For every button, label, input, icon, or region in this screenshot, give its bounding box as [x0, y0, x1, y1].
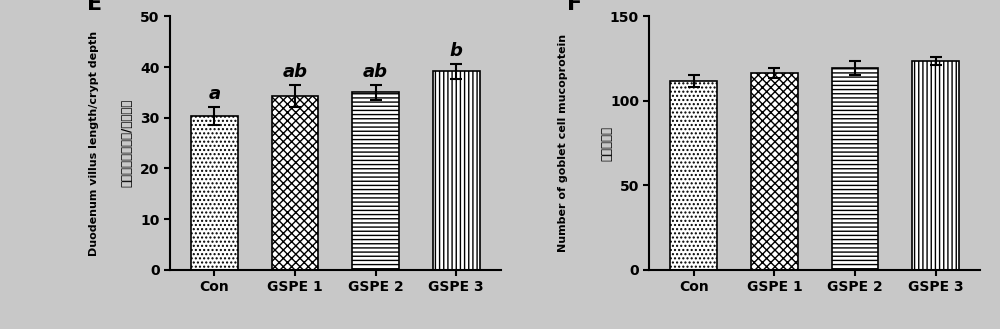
Text: ab: ab [363, 63, 388, 81]
Bar [832, 68, 878, 270]
Bar [912, 61, 959, 270]
Text: 十二指肠结毛长度/隐寒深度: 十二指肠结毛长度/隐寒深度 [121, 99, 134, 187]
Bar [352, 92, 399, 270]
Text: E: E [87, 0, 102, 14]
Bar [272, 96, 318, 270]
Text: F: F [567, 0, 582, 14]
Text: 黏蛋白数量: 黏蛋白数量 [600, 126, 613, 161]
Bar [670, 81, 717, 270]
Bar [433, 71, 480, 270]
Text: a: a [208, 85, 220, 103]
Bar [751, 73, 798, 270]
Bar [191, 116, 238, 270]
Text: ab: ab [282, 63, 307, 81]
Y-axis label: Duodenum villus length/crypt depth: Duodenum villus length/crypt depth [89, 31, 99, 256]
Y-axis label: Number of goblet cell mucoprotein: Number of goblet cell mucoprotein [558, 34, 568, 252]
Text: b: b [450, 41, 463, 60]
